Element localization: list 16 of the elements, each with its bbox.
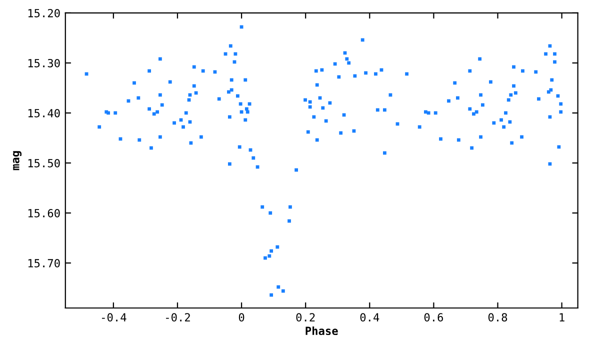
- y-tick-label: 15.60: [28, 208, 60, 218]
- x-tick-label: -0.4: [102, 313, 126, 322]
- x-tick-label: 0.6: [424, 313, 443, 322]
- x-tick-label: 0.2: [296, 313, 315, 322]
- y-tick-label: 15.70: [28, 258, 60, 268]
- y-axis-title: mag: [12, 151, 22, 170]
- y-tick-label: 15.20: [28, 8, 60, 18]
- x-tick-label: -0.2: [166, 313, 190, 322]
- x-tick-label: 1: [560, 313, 564, 322]
- x-tick-label: 0.4: [360, 313, 380, 322]
- x-axis-title: Phase: [306, 326, 338, 336]
- y-tick-label: 15.40: [28, 108, 60, 118]
- y-tick-label: 15.50: [28, 158, 60, 168]
- x-tick-label: 0: [238, 313, 244, 322]
- x-tick-label: 0.8: [488, 313, 508, 322]
- y-tick-label: 15.30: [28, 58, 60, 68]
